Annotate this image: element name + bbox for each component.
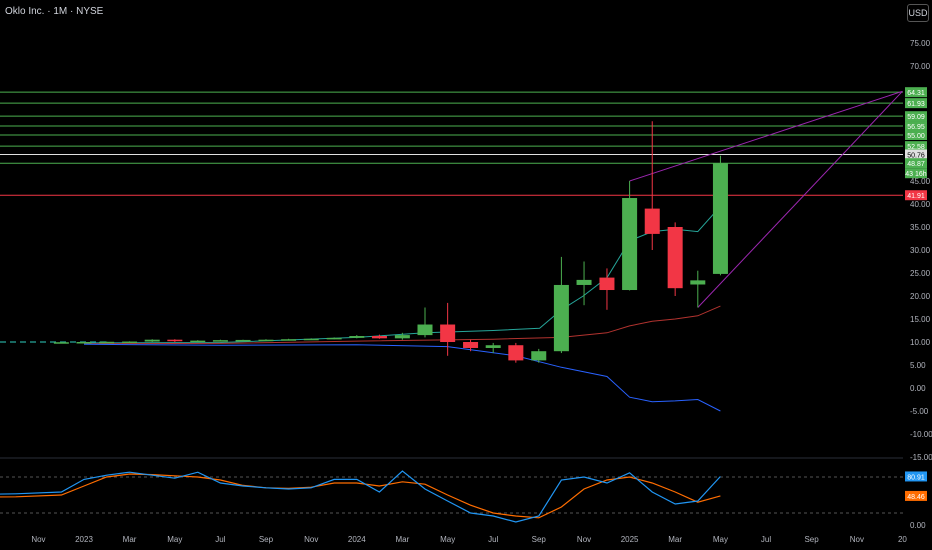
candle-body (531, 351, 547, 361)
x-tick-label: 2023 (75, 535, 93, 544)
y-tick-label: 0.00 (910, 384, 926, 393)
osc-k-label-bg (905, 471, 927, 482)
osc-d-label-bg (905, 490, 927, 501)
y-tick-label: 10.00 (910, 338, 931, 347)
level-label: 61.93 (907, 101, 925, 108)
y-tick-label: 5.00 (910, 361, 926, 370)
osc-k-line (0, 470, 721, 523)
candle-body (463, 342, 479, 348)
candle-body (622, 198, 638, 291)
candle-body (417, 324, 433, 336)
x-tick-label: Nov (31, 535, 45, 544)
level-label-bg (905, 149, 927, 160)
candle-body (258, 339, 274, 342)
y-tick-label: -10.00 (910, 430, 932, 439)
candle-body (394, 335, 410, 339)
candle-body (53, 342, 69, 344)
level-label: 64.31 (907, 90, 925, 97)
candle-body (190, 340, 206, 343)
y-tick-label: 35.00 (910, 223, 931, 232)
y-tick-label: 45.00 (910, 177, 931, 186)
candle-body (690, 280, 706, 285)
level-label-bg (905, 121, 927, 132)
x-tick-label: Sep (532, 535, 547, 544)
candle-body (212, 340, 228, 342)
candle-body (281, 339, 297, 341)
candle-body (667, 227, 683, 289)
x-tick-label: May (440, 535, 455, 544)
level-label: 50.76 (907, 153, 925, 160)
level-label-bg (905, 141, 927, 152)
y-tick-label: 75.00 (910, 39, 931, 48)
level-label-bg (905, 130, 927, 140)
x-tick-label: May (167, 535, 182, 544)
y-tick-label: -15.00 (910, 453, 932, 462)
x-tick-label: Jul (215, 535, 225, 544)
candle-body (167, 339, 183, 342)
x-tick-label: Sep (259, 535, 274, 544)
level-label-bg (905, 111, 927, 122)
candle-body (440, 324, 456, 342)
y-tick-label: 40.00 (910, 200, 931, 209)
chart-title: Oklo Inc. · 1M · NYSE (5, 6, 104, 17)
candle-body (326, 337, 342, 340)
candle-body (644, 208, 660, 234)
x-tick-label: Nov (850, 535, 864, 544)
candle-body (144, 339, 160, 342)
candle-body (599, 277, 615, 291)
candle-body (303, 338, 319, 341)
level-label-bg (905, 158, 927, 169)
x-tick-label: 20 (898, 535, 907, 544)
x-tick-label: Nov (304, 535, 318, 544)
level-label-bg (905, 87, 927, 98)
level-label: 59.09 (907, 114, 925, 121)
y-tick-label: -5.00 (910, 407, 929, 416)
y-tick-label: 15.00 (910, 315, 931, 324)
x-tick-label: Jul (761, 535, 771, 544)
x-tick-label: May (713, 535, 728, 544)
y-tick-label: 30.00 (910, 246, 931, 255)
level-label-bg (905, 98, 927, 109)
x-tick-label: 2024 (348, 535, 366, 544)
currency-button[interactable]: USD (907, 4, 929, 22)
level-label-bg (905, 190, 927, 201)
candle-body (712, 163, 728, 274)
x-tick-label: Sep (804, 535, 819, 544)
ma-line-blue (83, 343, 721, 412)
x-tick-label: 2025 (621, 535, 639, 544)
level-label: 52.58 (907, 144, 925, 151)
level-label: 56.95 (907, 124, 925, 131)
x-tick-label: Mar (123, 535, 137, 544)
osc-k-label: 80.91 (907, 474, 925, 481)
y-tick-label: 70.00 (910, 62, 931, 71)
x-tick-label: Mar (395, 535, 409, 544)
trendline (697, 90, 903, 308)
x-tick-label: Nov (577, 535, 591, 544)
osc-d-label: 48.46 (907, 494, 925, 501)
candle-body (371, 336, 387, 339)
candle-body (576, 279, 592, 285)
osc-y-tick-label: 0.00 (910, 521, 926, 530)
x-tick-label: Jul (488, 535, 498, 544)
countdown-label: 43 16h (905, 171, 927, 178)
candle-body (99, 341, 115, 344)
countdown-bg (905, 168, 927, 179)
candle-body (553, 284, 569, 352)
x-tick-label: Mar (668, 535, 682, 544)
candle-body (235, 339, 251, 342)
y-tick-label: 25.00 (910, 269, 931, 278)
candle-body (122, 341, 138, 344)
candle-body (349, 336, 365, 338)
level-label: 48.87 (907, 161, 925, 168)
candle-body (485, 345, 501, 348)
candle-body (76, 342, 92, 344)
candle-body (508, 345, 524, 361)
ma-line-red (83, 305, 721, 345)
level-label: 41.91 (907, 193, 925, 200)
level-label: 55.00 (907, 133, 925, 140)
y-tick-label: 20.00 (910, 292, 931, 301)
trendline (629, 90, 903, 182)
